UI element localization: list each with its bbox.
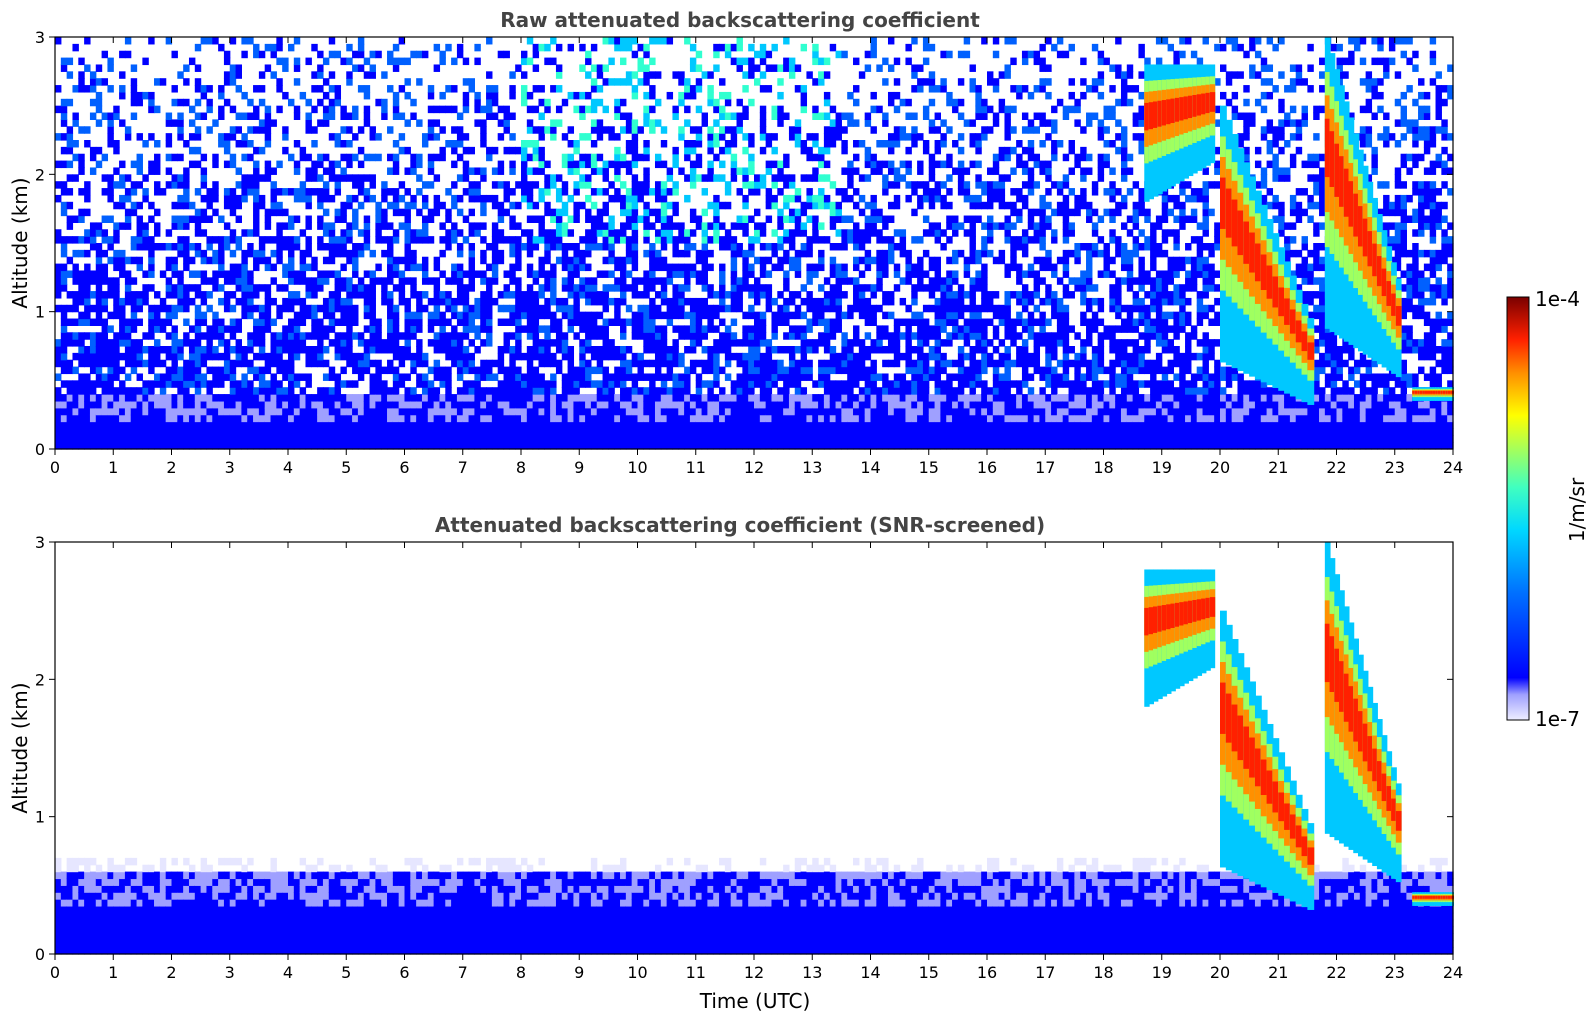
x-tick-label: 23 [1385,458,1405,477]
x-tick-label: 19 [1152,458,1172,477]
x-tick-label: 20 [1210,458,1230,477]
x-tick-label: 21 [1268,458,1288,477]
x-tick-label: 12 [744,963,764,982]
cloud-feature [1412,387,1454,401]
x-axis: 0 1 2 3 4 5 6 7 8 9 10 11 12 13 14 15 16 17 18 19 20 21 22 23 24 [50,542,1463,982]
y-axis: 0 1 2 3 [35,28,1453,459]
backscatter-field [55,37,1454,450]
x-tick-label: 22 [1326,458,1346,477]
y-tick-label: 1 [35,303,45,322]
x-tick-label: 13 [802,458,822,477]
x-tick-label: 17 [1035,458,1055,477]
x-tick-label: 21 [1268,963,1288,982]
colorbar-label: 1/m/sr [1565,477,1589,542]
x-tick-label: 5 [341,963,351,982]
x-axis: 0 1 2 3 4 5 6 7 8 9 10 11 12 13 14 15 16 17 18 19 20 21 22 23 24 [50,37,1463,477]
y-axis-label: Altitude (km) [8,177,32,308]
x-tick-label: 18 [1093,458,1113,477]
x-tick-label: 8 [516,458,526,477]
x-tick-label: 6 [399,458,409,477]
cloud-feature [1144,569,1216,707]
heatmap-area [55,37,1454,450]
x-tick-label: 14 [860,963,880,982]
x-tick-label: 13 [802,963,822,982]
x-tick-label: 10 [627,458,647,477]
x-tick-label: 0 [50,963,60,982]
cloud-feature [1144,64,1216,202]
panel-raw: Raw attenuated backscattering coefficien… [8,8,1463,477]
heatmap-area [55,542,1454,955]
x-tick-label: 3 [225,458,235,477]
x-axis-label: Time (UTC) [699,989,811,1013]
x-tick-label: 24 [1443,963,1463,982]
x-tick-label: 2 [166,458,176,477]
x-tick-label: 11 [686,963,706,982]
y-tick-label: 3 [35,533,45,552]
x-tick-label: 11 [686,458,706,477]
x-tick-label: 12 [744,458,764,477]
colorbar-min-label: 1e-7 [1535,707,1580,731]
x-tick-label: 5 [341,458,351,477]
x-tick-label: 18 [1093,963,1113,982]
x-tick-label: 20 [1210,963,1230,982]
x-tick-label: 1 [108,963,118,982]
x-tick-label: 15 [919,963,939,982]
panel-screened: Attenuated backscattering coefficient (S… [8,513,1463,1013]
x-tick-label: 22 [1326,963,1346,982]
y-axis: 0 1 2 3 [35,533,1453,964]
backscatter-field [55,857,1454,955]
x-tick-label: 7 [458,963,468,982]
x-tick-label: 1 [108,458,118,477]
chart-title: Attenuated backscattering coefficient (S… [435,513,1045,537]
colorbar-max-label: 1e-4 [1535,287,1580,311]
x-tick-label: 10 [627,963,647,982]
x-tick-label: 14 [860,458,880,477]
cloud-feature [1220,610,1315,910]
x-tick-label: 15 [919,458,939,477]
y-tick-label: 0 [35,945,45,964]
cloud-feature [1324,542,1402,883]
cloud-feature [1324,37,1402,378]
x-tick-label: 7 [458,458,468,477]
x-tick-label: 4 [283,963,293,982]
x-tick-label: 3 [225,963,235,982]
y-tick-label: 3 [35,28,45,47]
x-tick-label: 24 [1443,458,1463,477]
x-tick-label: 17 [1035,963,1055,982]
colorbar: 1e-4 1e-7 1/m/sr [1506,287,1589,731]
y-axis-label: Altitude (km) [8,682,32,813]
colorbar-gradient [1506,296,1530,721]
y-tick-label: 0 [35,440,45,459]
x-tick-label: 0 [50,458,60,477]
y-tick-label: 2 [35,165,45,184]
x-tick-label: 2 [166,963,176,982]
x-tick-label: 16 [977,963,997,982]
y-tick-label: 1 [35,808,45,827]
x-tick-label: 9 [574,458,584,477]
x-tick-label: 19 [1152,963,1172,982]
x-tick-label: 4 [283,458,293,477]
x-tick-label: 9 [574,963,584,982]
chart-title: Raw attenuated backscattering coefficien… [500,8,980,32]
x-tick-label: 8 [516,963,526,982]
x-tick-label: 6 [399,963,409,982]
x-tick-label: 16 [977,458,997,477]
cloud-feature [1220,105,1315,405]
x-tick-label: 23 [1385,963,1405,982]
cloud-feature [1412,892,1454,906]
y-tick-label: 2 [35,670,45,689]
